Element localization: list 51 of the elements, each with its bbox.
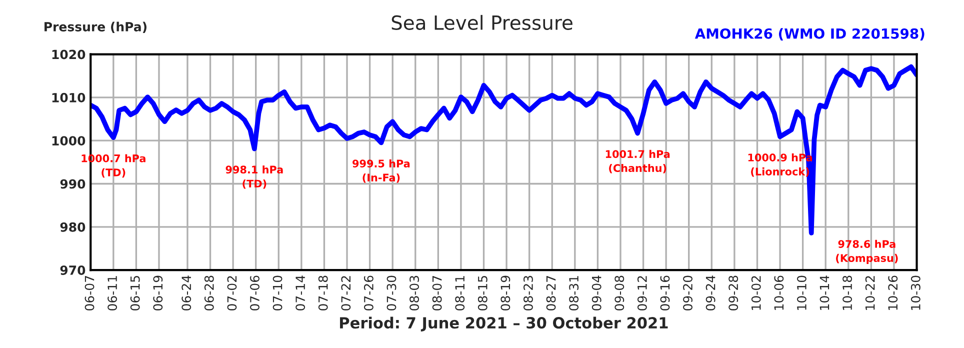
x-tick-label: 09-20 xyxy=(683,276,692,310)
x-tick-label: 06-28 xyxy=(204,276,214,310)
y-tick-label: 1000 xyxy=(52,136,86,146)
x-tick-label: 08-27 xyxy=(546,276,556,310)
annotation: 1001.7 hPa (Chanthu) xyxy=(606,150,670,174)
y-tick-label: 1010 xyxy=(52,92,86,102)
x-tick-label: 07-26 xyxy=(364,276,374,310)
x-tick-label: 08-23 xyxy=(524,276,533,310)
x-tick-label: 08-19 xyxy=(500,276,510,310)
x-tick-label: 10-14 xyxy=(820,276,830,310)
x-axis-title: Period: 7 June 2021 – 30 October 2021 xyxy=(340,316,668,332)
y-tick-label: 980 xyxy=(60,222,86,232)
chart-title: Sea Level Pressure xyxy=(392,14,572,30)
x-tick-label: 09-12 xyxy=(637,276,647,310)
x-tick-label: 10-02 xyxy=(751,276,761,310)
x-tick-label: 08-11 xyxy=(455,276,465,310)
x-tick-label: 10-26 xyxy=(888,276,898,310)
annotation: 978.6 hPa (Kompasu) xyxy=(836,240,898,264)
x-tick-label: 09-04 xyxy=(592,276,602,310)
x-tick-label: 09-28 xyxy=(728,276,738,310)
y-tick-label: 1020 xyxy=(52,50,86,60)
x-tick-label: 07-22 xyxy=(341,276,351,310)
x-tick-label: 06-19 xyxy=(153,276,163,310)
x-tick-label: 09-08 xyxy=(614,276,624,310)
annotation: 999.5 hPa (In-Fa) xyxy=(352,159,410,183)
x-tick-label: 10-22 xyxy=(865,276,875,310)
x-tick-label: 08-31 xyxy=(569,276,579,310)
annotation: 998.1 hPa (TD) xyxy=(226,165,283,189)
y-tick-label: 970 xyxy=(60,266,86,275)
y-tick-label: 990 xyxy=(60,179,86,189)
x-tick-label: 09-16 xyxy=(660,276,670,310)
x-tick-label: 08-15 xyxy=(478,276,488,310)
x-tick-label: 06-07 xyxy=(84,276,94,310)
chart-subtitle: AMOHK26 (WMO ID 2201598) xyxy=(694,28,924,40)
x-tick-label: 07-06 xyxy=(250,276,260,310)
x-tick-label: 08-03 xyxy=(410,276,420,310)
x-tick-label: 07-30 xyxy=(386,276,396,310)
x-tick-label: 09-24 xyxy=(706,276,716,310)
x-tick-label: 06-15 xyxy=(130,276,140,310)
x-tick-label: 07-10 xyxy=(272,276,282,310)
x-tick-label: 10-10 xyxy=(796,276,806,310)
x-tick-label: 10-06 xyxy=(774,276,784,310)
x-tick-label: 07-14 xyxy=(296,276,306,310)
x-tick-label: 06-24 xyxy=(182,276,192,310)
x-tick-label: 10-30 xyxy=(910,276,920,310)
x-tick-label: 06-11 xyxy=(108,276,118,310)
x-tick-label: 10-18 xyxy=(842,276,852,310)
x-tick-label: 07-02 xyxy=(227,276,237,310)
x-tick-label: 07-18 xyxy=(318,276,328,310)
x-tick-label: 08-07 xyxy=(432,276,442,310)
y-axis-title: Pressure (hPa) xyxy=(44,22,146,33)
